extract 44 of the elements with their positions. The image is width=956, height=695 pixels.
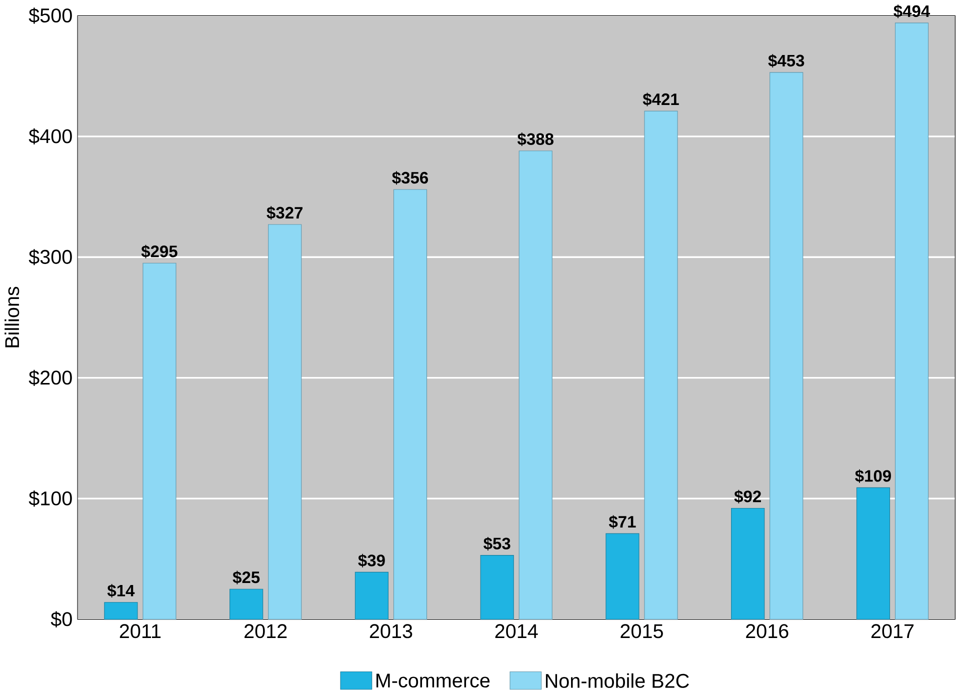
y-tick-label: $300 bbox=[28, 248, 72, 266]
y-tick-label: $0 bbox=[50, 611, 72, 628]
data-label: $109 bbox=[855, 469, 891, 483]
data-label: $453 bbox=[768, 54, 804, 68]
y-tick-label: $500 bbox=[28, 8, 72, 24]
bar bbox=[393, 189, 428, 620]
x-tick-label: 2016 bbox=[746, 624, 788, 638]
x-tick-label: 2015 bbox=[620, 624, 663, 638]
data-label: $295 bbox=[141, 244, 178, 258]
data-label: $327 bbox=[266, 206, 302, 220]
y-tick-label: $400 bbox=[28, 128, 72, 144]
data-label: $421 bbox=[642, 92, 679, 106]
legend-label: M-commerce bbox=[376, 674, 490, 688]
x-tick-label: 2011 bbox=[120, 624, 161, 638]
bar bbox=[518, 150, 552, 620]
x-tick-label: 2014 bbox=[495, 624, 538, 638]
data-label: $356 bbox=[392, 171, 428, 185]
y-tick-label: $200 bbox=[28, 370, 72, 386]
bar bbox=[142, 262, 176, 620]
bar bbox=[230, 588, 264, 620]
data-label: $388 bbox=[517, 132, 554, 146]
data-label: $92 bbox=[734, 490, 761, 504]
data-label: $494 bbox=[894, 4, 930, 18]
x-tick-label: 2017 bbox=[871, 624, 914, 638]
bar bbox=[856, 487, 890, 620]
bar bbox=[894, 22, 929, 620]
data-label: $53 bbox=[484, 536, 510, 550]
bar bbox=[644, 110, 678, 620]
y-tick-label: $100 bbox=[28, 490, 72, 506]
x-tick-label: 2013 bbox=[370, 624, 412, 638]
bar bbox=[354, 572, 388, 620]
bar bbox=[606, 533, 640, 620]
bar bbox=[480, 554, 514, 620]
bar bbox=[104, 602, 138, 620]
bar bbox=[268, 224, 302, 620]
x-tick-label: 2012 bbox=[244, 624, 287, 638]
data-label: $71 bbox=[608, 515, 636, 529]
data-label: $25 bbox=[232, 570, 260, 584]
legend-label: Non-mobile B2C bbox=[546, 673, 689, 688]
bar bbox=[770, 72, 804, 620]
data-label: $14 bbox=[107, 584, 135, 598]
bar bbox=[731, 508, 765, 620]
y-axis-title: Billions bbox=[4, 286, 20, 348]
data-label: $39 bbox=[358, 554, 385, 568]
